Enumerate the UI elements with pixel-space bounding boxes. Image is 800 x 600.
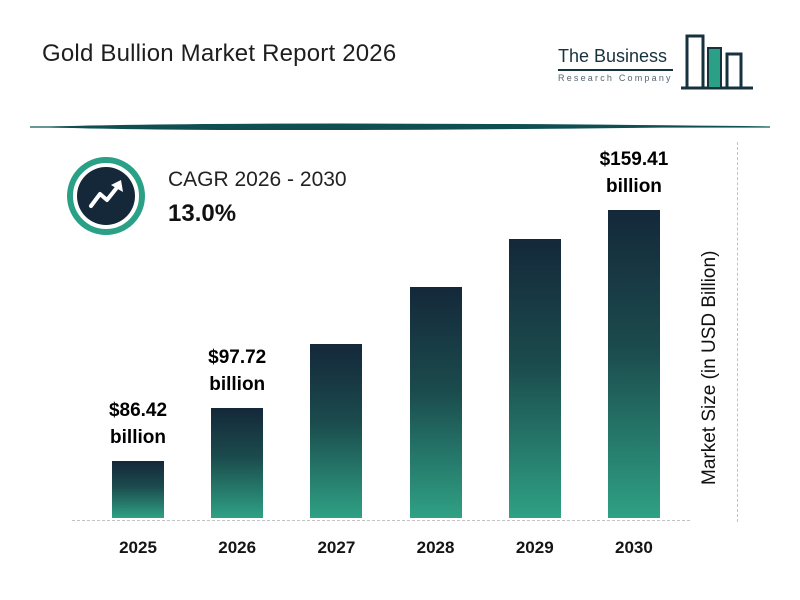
bar-value-label: $86.42 billion [108,399,168,449]
cagr-texts: CAGR 2026 - 2030 13.0% [168,156,347,228]
bar-group: $97.72 billion 2026 [189,344,285,560]
bar-year-label: 2026 [218,538,257,557]
bar-2025 [112,461,164,518]
logo-text: The Business Research Company [558,46,673,83]
bar-chart: $86.42 billion 2025 $97.72 billion 2026 2027 20… [90,140,682,560]
bar-2030 [607,210,660,518]
bar-group: 2027 [288,344,384,560]
bar-group: $159.41 billion 2030 [586,146,682,560]
page-title: Gold Bullion Market Report 2026 [42,40,397,67]
bar-2027 [310,344,363,518]
bar-group: 2029 [487,239,583,560]
bar-group: $86.42 billion 2025 [90,397,186,560]
logo-line2: Research Company [558,73,673,83]
bar-2029 [508,239,561,518]
cagr-value: 13.0% [168,200,237,227]
bar-value-label: $159.41 billion [599,148,669,198]
chart-baseline [72,520,690,521]
bar-year-label: 2030 [615,538,653,557]
bar-group: 2028 [388,287,484,560]
bar-2026 [211,408,264,518]
bar-2028 [409,287,462,518]
divider-line [28,120,772,134]
y-axis-label: Market Size (in USD Billion) [699,250,720,486]
company-logo: The Business Research Company [558,30,757,99]
bar-year-label: 2029 [515,538,554,557]
cagr-block: CAGR 2026 - 2030 13.0% [66,156,347,241]
trending-up-icon [66,156,146,241]
cagr-label: CAGR 2026 - 2030 [168,168,347,191]
bar-value-label: $97.72 billion [208,346,267,396]
bar-chart-logo-icon [680,30,757,99]
chart-right-dashed-line [737,142,738,522]
bar-year-label: 2025 [119,538,157,557]
bar-year-label: 2028 [416,538,455,557]
logo-line1: The Business [558,46,673,71]
bar-year-label: 2027 [317,538,356,557]
